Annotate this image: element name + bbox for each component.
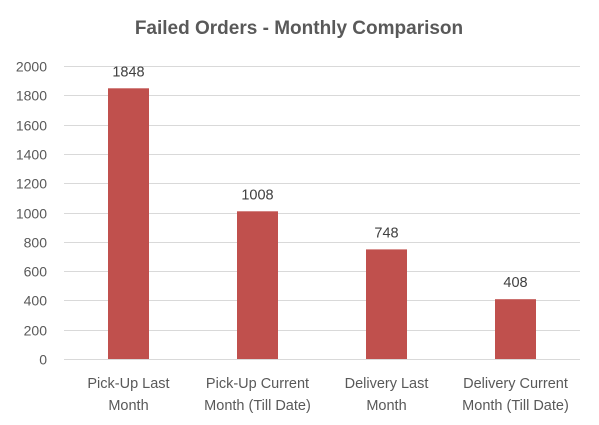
data-label-2: 1008 xyxy=(241,187,273,203)
y-tick-label: 0 xyxy=(39,352,47,368)
bar-3 xyxy=(366,249,407,359)
category-label-4: Delivery Current Month (Till Date) xyxy=(462,376,569,414)
gridlines xyxy=(64,66,580,360)
y-tick-label: 1400 xyxy=(16,147,47,163)
data-label-1: 1848 xyxy=(112,64,144,80)
bar-1 xyxy=(108,88,149,360)
data-labels: 1848 1008 748 408 xyxy=(112,64,527,291)
bars xyxy=(108,88,536,360)
y-tick-label: 1000 xyxy=(16,206,47,222)
y-tick-label: 1200 xyxy=(16,176,47,192)
bar-4 xyxy=(495,299,536,359)
y-tick-label: 200 xyxy=(24,323,48,339)
category-label-2: Pick-Up Current Month (Till Date) xyxy=(204,376,311,414)
y-tick-label: 1600 xyxy=(16,118,47,134)
y-axis-tick-labels: 0 200 400 600 800 1000 1200 1400 1600 1800 2000 xyxy=(16,59,47,368)
category-label-1: Pick-Up Last Month xyxy=(87,376,169,414)
y-tick-label: 2000 xyxy=(16,59,47,75)
data-label-4: 408 xyxy=(503,275,527,291)
y-tick-label: 800 xyxy=(24,235,48,251)
data-label-3: 748 xyxy=(374,225,398,241)
chart-title: Failed Orders - Monthly Comparison xyxy=(135,18,463,39)
category-label-3: Delivery Last Month xyxy=(345,376,429,414)
y-tick-label: 600 xyxy=(24,264,48,280)
bar-2 xyxy=(237,211,278,359)
y-tick-label: 1800 xyxy=(16,88,47,104)
x-axis-category-labels: Pick-Up Last Month Pick-Up Current Month (T… xyxy=(87,376,568,414)
y-tick-label: 400 xyxy=(24,293,48,309)
